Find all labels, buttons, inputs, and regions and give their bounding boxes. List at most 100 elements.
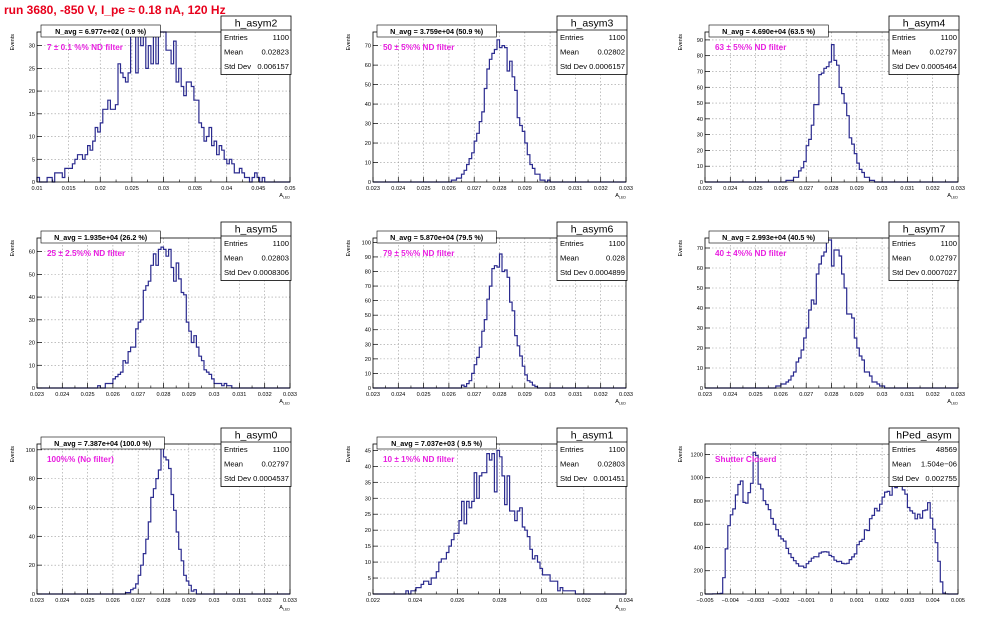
filter-annotation: 7 ± 0.1 %% ND filter bbox=[47, 43, 124, 52]
y-tick-label: 30 bbox=[697, 133, 703, 139]
x-tick-label: 0.024 bbox=[55, 392, 69, 398]
x-tick-label: 0.033 bbox=[951, 186, 965, 192]
x-tick-label: 0.024 bbox=[55, 598, 69, 604]
x-tick-label: 0.035 bbox=[188, 186, 202, 192]
filter-annotation: 40 ± 4%% ND filter bbox=[715, 249, 787, 258]
y-tick-label: 40 bbox=[365, 102, 371, 108]
x-tick-label: 0.005 bbox=[951, 598, 965, 604]
y-tick-label: 60 bbox=[365, 299, 371, 305]
x-tick-label: 0.027 bbox=[467, 186, 481, 192]
page-title: run 3680, -850 V, I_pe ≈ 0.18 nA, 120 Hz bbox=[4, 3, 226, 17]
stats-key: Mean bbox=[224, 254, 243, 263]
panel-h_asym1: 0.022 0.024 0.026 0.028 0.03 0.032 0.034 0 5 10 15… bbox=[346, 427, 633, 612]
panel-h_asym4: 0.023 0.024 0.025 0.026 0.027 0.028 0.029 0.03 0… bbox=[678, 15, 965, 200]
panel-h_asym5: 0.023 0.024 0.025 0.026 0.027 0.028 0.029 0.03 0… bbox=[10, 221, 297, 406]
filter-annotation: 63 ± 5%% ND filter bbox=[715, 43, 787, 52]
x-axis-label: ALED bbox=[615, 399, 626, 406]
x-tick-label: 0.01 bbox=[32, 186, 43, 192]
y-tick-label: 20 bbox=[365, 528, 371, 534]
x-tick-label: 0.031 bbox=[900, 186, 914, 192]
y-tick-label: 10 bbox=[365, 371, 371, 377]
x-tick-label: 0.033 bbox=[619, 186, 633, 192]
x-tick-label: 0.026 bbox=[106, 392, 120, 398]
x-tick-label: 0.023 bbox=[366, 186, 380, 192]
stats-title: h_asym0 bbox=[235, 430, 278, 442]
stats-title: h_asym7 bbox=[903, 224, 946, 236]
y-tick-label: 70 bbox=[365, 44, 371, 50]
x-tick-label: 0.028 bbox=[157, 598, 171, 604]
x-tick-label: 0.029 bbox=[182, 598, 196, 604]
filter-annotation: 50 ± 5%% ND filter bbox=[383, 43, 455, 52]
stats-value: 1100 bbox=[941, 33, 957, 42]
navg-box bbox=[40, 230, 161, 244]
x-tick-label: 0.001 bbox=[850, 598, 864, 604]
stats-title: h_asym4 bbox=[903, 18, 946, 30]
histogram-line bbox=[373, 449, 626, 595]
x-tick-label: 0.028 bbox=[157, 392, 171, 398]
x-tick-label: 0.03 bbox=[545, 186, 556, 192]
x-tick-label: 0.004 bbox=[926, 598, 940, 604]
y-axis-label: Events bbox=[10, 34, 16, 51]
stats-value: 0.0004899 bbox=[589, 268, 625, 277]
navg-box bbox=[40, 24, 161, 38]
y-tick-label: 30 bbox=[29, 44, 35, 50]
y-axis-label: Events bbox=[10, 446, 16, 463]
stats-key: Mean bbox=[560, 254, 579, 263]
y-tick-label: 20 bbox=[29, 563, 35, 569]
stats-key: Std Dev bbox=[224, 268, 251, 277]
y-tick-label: 20 bbox=[365, 141, 371, 147]
histogram-line bbox=[37, 246, 290, 389]
x-tick-label: 0.031 bbox=[568, 186, 582, 192]
y-axis-label: Events bbox=[678, 240, 684, 257]
x-tick-label: 0.034 bbox=[619, 598, 633, 604]
y-tick-label: 20 bbox=[697, 148, 703, 154]
x-tick-label: 0.023 bbox=[30, 392, 44, 398]
x-tick-label: 0.03 bbox=[158, 186, 169, 192]
stats-value: 1100 bbox=[609, 33, 625, 42]
stats-key: Mean bbox=[892, 254, 911, 263]
stats-key: Entries bbox=[224, 33, 248, 42]
stats-value: 1100 bbox=[273, 33, 289, 42]
stats-value: 0.02823 bbox=[262, 48, 289, 57]
y-tick-label: 60 bbox=[29, 505, 35, 511]
navg-box bbox=[708, 24, 829, 38]
navg-label: N_avg = 6.977e+02 ( 0.9 %) bbox=[55, 27, 147, 36]
y-tick-label: 10 bbox=[365, 560, 371, 566]
y-tick-label: 0 bbox=[368, 386, 371, 392]
x-tick-label: −0.003 bbox=[747, 598, 764, 604]
stats-key: Std Dev bbox=[560, 474, 587, 483]
y-tick-label: 30 bbox=[697, 326, 703, 332]
x-tick-label: −0.005 bbox=[696, 598, 713, 604]
stats-box bbox=[220, 15, 292, 75]
y-tick-label: 100 bbox=[362, 240, 371, 246]
stats-value: 0.02803 bbox=[598, 460, 625, 469]
navg-label: N_avg = 3.759e+04 (50.9 %) bbox=[390, 27, 484, 36]
filter-annotation: 10 ± 1%% ND filter bbox=[383, 455, 455, 464]
stats-key: Entries bbox=[560, 239, 584, 248]
x-tick-label: 0.029 bbox=[182, 392, 196, 398]
x-tick-label: 0.03 bbox=[536, 598, 547, 604]
stats-value: 0.002755 bbox=[925, 474, 957, 483]
y-tick-label: 80 bbox=[29, 477, 35, 483]
stats-title: h_asym6 bbox=[571, 224, 614, 236]
filter-annotation: Shutter Closerd bbox=[715, 455, 776, 464]
stats-key: Entries bbox=[560, 445, 584, 454]
y-tick-label: 40 bbox=[697, 306, 703, 312]
y-tick-label: 10 bbox=[365, 161, 371, 167]
y-axis-label: Events bbox=[346, 34, 352, 51]
y-tick-label: 100 bbox=[26, 448, 35, 454]
y-tick-label: 50 bbox=[697, 286, 703, 292]
filter-annotation: 79 ± 5%% ND filter bbox=[383, 249, 455, 258]
y-tick-label: 0 bbox=[700, 386, 703, 392]
navg-label: N_avg = 1.935e+04 (26.2 %) bbox=[54, 233, 148, 242]
stats-value: 0.028 bbox=[606, 254, 625, 263]
y-tick-label: 80 bbox=[697, 54, 703, 60]
y-tick-label: 60 bbox=[697, 266, 703, 272]
y-axis-label: Events bbox=[346, 240, 352, 257]
x-tick-label: 0.024 bbox=[391, 186, 405, 192]
stats-value: 0.02802 bbox=[598, 48, 625, 57]
x-tick-label: 0.026 bbox=[774, 186, 788, 192]
x-tick-label: 0.032 bbox=[926, 186, 940, 192]
stats-value: 1100 bbox=[273, 239, 289, 248]
y-axis-label: Events bbox=[10, 240, 16, 257]
